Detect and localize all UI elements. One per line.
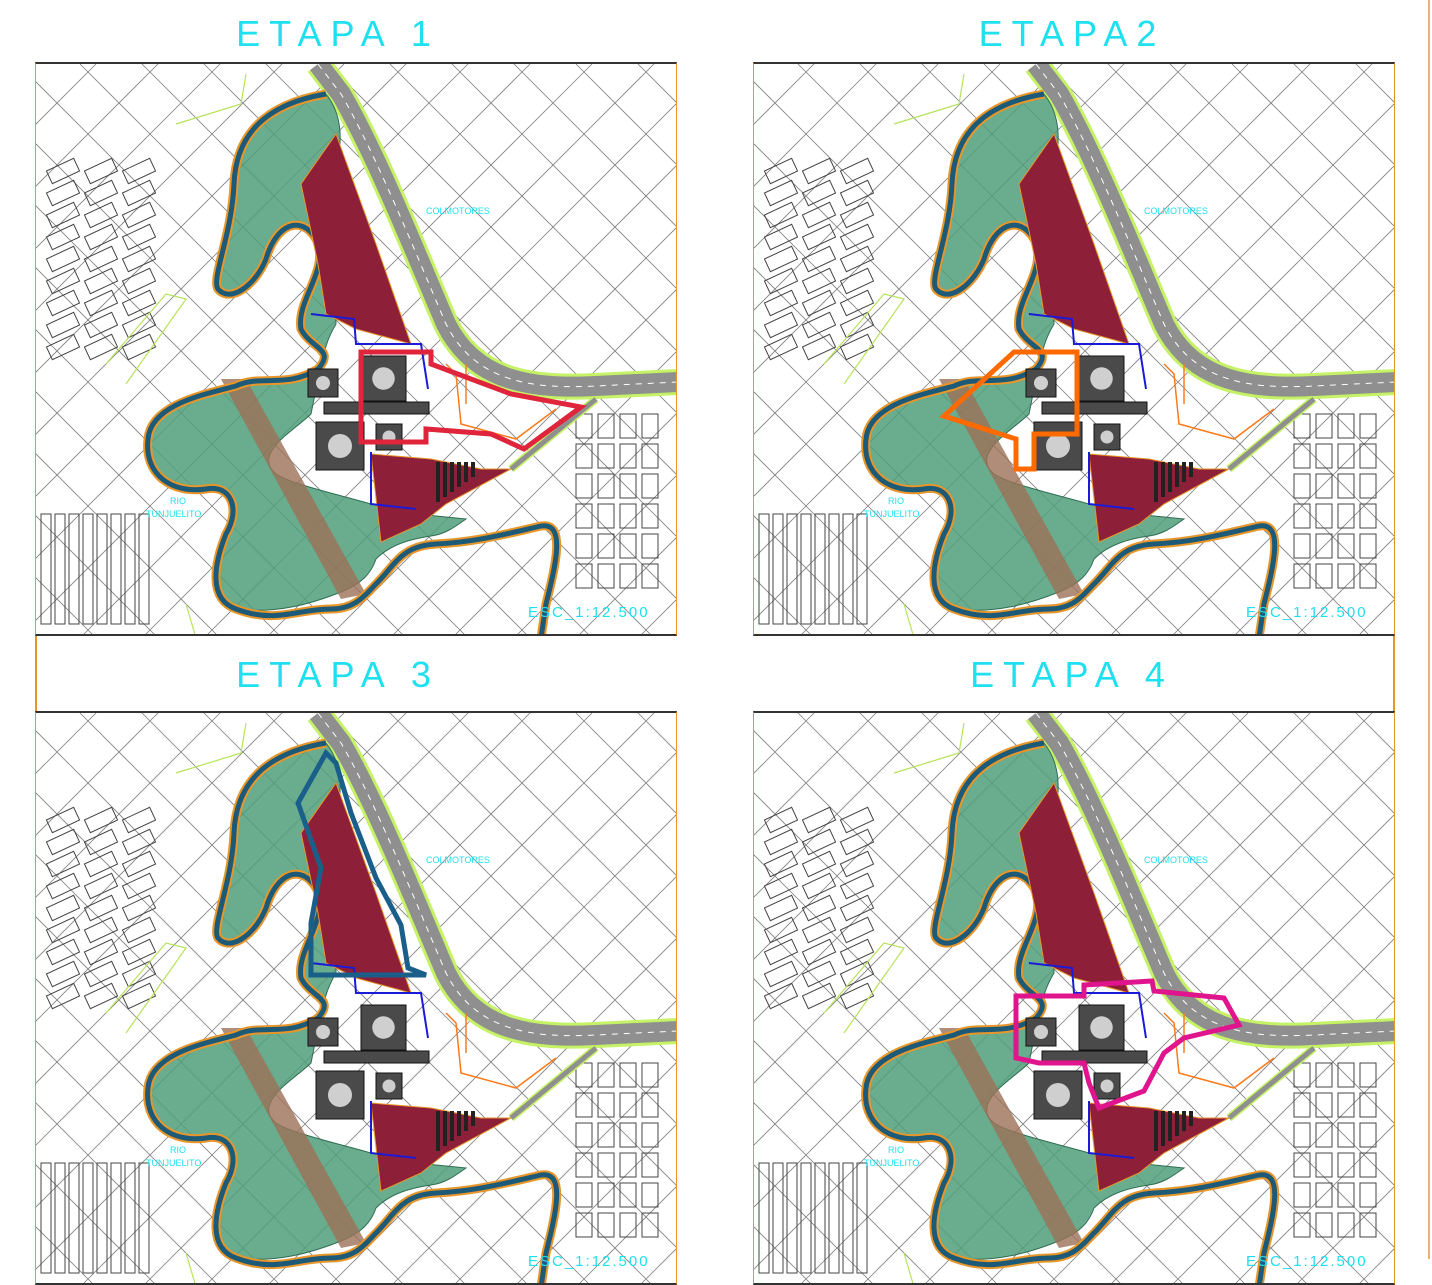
service-lines xyxy=(1163,363,1275,440)
phase-outline xyxy=(358,349,588,452)
buildings xyxy=(307,1004,430,1120)
scale-label: ESC_1:12.500 xyxy=(1246,604,1368,621)
red-zone-south xyxy=(1088,1102,1230,1192)
boundary-lines xyxy=(310,962,429,1159)
scale-label: ESC_1:12.500 xyxy=(1246,1253,1368,1270)
parking-stripes xyxy=(1154,1111,1193,1151)
boundary-lines xyxy=(1028,962,1147,1159)
river-channel xyxy=(863,740,1278,1283)
buildings xyxy=(307,355,430,471)
corridor xyxy=(221,379,366,599)
urban-blocks xyxy=(758,157,1377,625)
red-zone-north xyxy=(300,781,412,994)
boundary-lines xyxy=(310,313,429,510)
label-colmotores: COLMOTORES xyxy=(426,206,490,216)
service-lines xyxy=(1163,1012,1275,1089)
phase-outline xyxy=(939,349,1080,472)
parking-stripes xyxy=(436,1111,475,1151)
label-river-2: TUNJUELITO xyxy=(864,1158,919,1168)
map-panel-4: COLMOTORES RIO TUNJUELITO ESC_1:12.500 xyxy=(753,711,1395,1285)
urban-blocks xyxy=(40,157,659,625)
red-zone-north xyxy=(300,132,412,345)
frame-left-line xyxy=(35,62,37,1259)
main-highway xyxy=(1025,713,1394,1122)
map-svg-2: COLMOTORES RIO TUNJUELITO ESC_1:12.500 xyxy=(754,64,1394,634)
scale-label: ESC_1:12.500 xyxy=(528,604,650,621)
corridor xyxy=(221,1028,366,1248)
panel-title-3: ETAPA 3 xyxy=(236,654,440,695)
frame-outer-right-line xyxy=(1428,0,1430,1259)
label-river-2: TUNJUELITO xyxy=(146,1158,201,1168)
secondary-roads xyxy=(105,73,247,634)
river-channel xyxy=(145,91,560,634)
map-panel-2: COLMOTORES RIO TUNJUELITO ESC_1:12.500 xyxy=(753,62,1395,636)
river-channel xyxy=(145,740,560,1283)
panel-title-2: ETAPA2 xyxy=(978,13,1166,54)
main-highway xyxy=(307,713,676,1122)
corridor xyxy=(939,1028,1084,1248)
service-lines xyxy=(445,1012,557,1089)
map-svg-4: COLMOTORES RIO TUNJUELITO ESC_1:12.500 xyxy=(754,713,1394,1283)
corridor xyxy=(939,379,1084,599)
parking-stripes xyxy=(1154,462,1193,502)
label-colmotores: COLMOTORES xyxy=(1144,855,1208,865)
buildings xyxy=(1025,355,1148,471)
map-panel-3: COLMOTORES RIO TUNJUELITO ESC_1:12.500 xyxy=(35,711,677,1285)
label-river-1: RIO xyxy=(888,496,904,506)
phase-outline xyxy=(295,748,427,978)
map-panel-1: COLMOTORES RIO TUNJUELITO ESC_1:12.500 xyxy=(35,62,677,636)
river-channel xyxy=(863,91,1278,634)
label-colmotores: COLMOTORES xyxy=(1144,206,1208,216)
buildings xyxy=(1025,1004,1148,1120)
label-river-2: TUNJUELITO xyxy=(146,509,201,519)
urban-blocks xyxy=(758,806,1377,1274)
panel-title-4: ETAPA 4 xyxy=(970,654,1174,695)
label-river-2: TUNJUELITO xyxy=(864,509,919,519)
urban-blocks xyxy=(40,806,659,1274)
secondary-roads xyxy=(823,73,965,634)
phase-outline xyxy=(1013,978,1243,1112)
red-zone-north xyxy=(1018,132,1130,345)
main-highway xyxy=(1025,64,1394,473)
main-highway xyxy=(307,64,676,473)
red-zone-south xyxy=(1088,453,1230,543)
parking-stripes xyxy=(436,462,475,502)
red-zone-south xyxy=(370,453,512,543)
label-river-1: RIO xyxy=(170,1145,186,1155)
boundary-lines xyxy=(1028,313,1147,510)
label-colmotores: COLMOTORES xyxy=(426,855,490,865)
map-svg-3: COLMOTORES RIO TUNJUELITO ESC_1:12.500 xyxy=(36,713,676,1283)
frame-right-line xyxy=(1393,62,1395,1259)
panel-title-1: ETAPA 1 xyxy=(236,13,440,54)
label-river-1: RIO xyxy=(888,1145,904,1155)
map-svg-1: COLMOTORES RIO TUNJUELITO ESC_1:12.500 xyxy=(36,64,676,634)
label-river-1: RIO xyxy=(170,496,186,506)
scale-label: ESC_1:12.500 xyxy=(528,1253,650,1270)
red-zone-north xyxy=(1018,781,1130,994)
red-zone-south xyxy=(370,1102,512,1192)
